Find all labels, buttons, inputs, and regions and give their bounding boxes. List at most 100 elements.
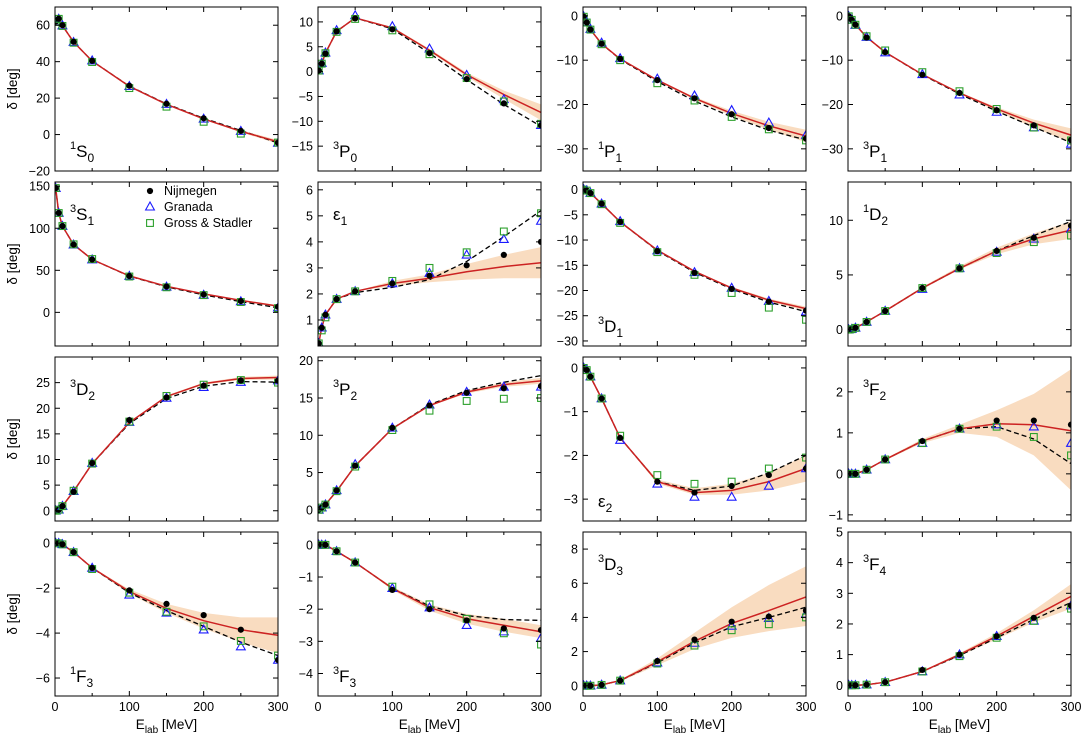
gross-stadler-point bbox=[851, 20, 860, 29]
panel-label: 1P1 bbox=[598, 140, 622, 165]
uncertainty-band bbox=[848, 16, 1071, 143]
panel-label-sub: 1 bbox=[880, 151, 887, 165]
nijmegen-point bbox=[200, 291, 207, 298]
nijmegen-point bbox=[852, 682, 859, 689]
x-tick-label: 0 bbox=[315, 700, 322, 714]
nijmegen-point bbox=[89, 57, 96, 64]
panel-label: 3F3 bbox=[333, 665, 357, 690]
panel-frame bbox=[317, 6, 542, 172]
y-tick-label: −30 bbox=[557, 334, 578, 348]
nijmegen-point bbox=[200, 612, 207, 619]
gross-stadler-point bbox=[586, 372, 595, 381]
gross-stadler-point bbox=[351, 287, 360, 296]
panel-label-base: D bbox=[869, 205, 881, 224]
y-tick-label: 3 bbox=[306, 261, 313, 275]
nijmegen-point bbox=[654, 657, 661, 665]
panel-frame bbox=[582, 181, 807, 347]
panel-3P1: −30 −20 −10 0 3P1 bbox=[822, 6, 1072, 172]
y-tick-label: 0 bbox=[836, 323, 843, 337]
y-tick-label: 0 bbox=[306, 503, 313, 517]
y-axis-label: δ [deg] bbox=[5, 68, 20, 109]
nijmegen-point bbox=[237, 626, 244, 633]
x-axis-label-unit: [MeV] bbox=[951, 717, 990, 732]
uncertainty-band bbox=[583, 16, 806, 143]
nijmegen-point bbox=[70, 488, 77, 495]
panel-label-sup: 3 bbox=[863, 378, 869, 390]
gross-stadler-point bbox=[462, 397, 471, 405]
y-tick-label: 4 bbox=[571, 611, 578, 625]
panel-label: ε1 bbox=[333, 205, 348, 228]
plot-area bbox=[55, 374, 278, 515]
granada-point bbox=[498, 625, 510, 636]
nijmegen-point bbox=[728, 285, 735, 293]
granada-point bbox=[535, 215, 541, 225]
x-axis-label-sub: lab bbox=[673, 725, 687, 733]
model-curve bbox=[848, 15, 1071, 136]
nijmegen-point bbox=[463, 75, 470, 83]
x-axis-label-sub: lab bbox=[408, 725, 422, 733]
model-curve bbox=[55, 188, 278, 307]
panel-1P1: −30 −20 −10 0 1P1 bbox=[557, 6, 807, 172]
panel-label-sup: 3 bbox=[598, 553, 604, 565]
panel-label-sub: 3 bbox=[616, 564, 623, 578]
gross-stadler-point bbox=[616, 676, 625, 685]
y-tick-label: 0 bbox=[836, 679, 843, 693]
y-tick-label: 40 bbox=[36, 55, 50, 69]
panel-label-base: S bbox=[76, 142, 87, 161]
nijmegen-point bbox=[126, 82, 133, 89]
y-tick-label: −5 bbox=[299, 90, 313, 104]
plot-area bbox=[848, 369, 1071, 491]
nijmegen-point bbox=[200, 382, 207, 389]
nijmegen-point bbox=[765, 471, 772, 479]
x-tick-label: 200 bbox=[193, 700, 214, 714]
panel-label: ε2 bbox=[598, 492, 613, 515]
nijmegen-point bbox=[55, 15, 62, 22]
nijmegen-point bbox=[463, 262, 470, 269]
nijmegen-point bbox=[1067, 222, 1071, 229]
gross-stadler-point bbox=[764, 464, 773, 473]
panel-label-sup: 3 bbox=[863, 140, 869, 152]
granada-point bbox=[689, 491, 700, 501]
nijmegen-point bbox=[274, 139, 278, 146]
nijmegen-point bbox=[322, 541, 329, 548]
y-tick-label: −15 bbox=[557, 259, 578, 273]
model-curve bbox=[55, 17, 278, 143]
nijmegen-point bbox=[163, 100, 170, 107]
y-tick-label: 2 bbox=[836, 385, 843, 399]
nijmegen-point bbox=[59, 222, 66, 230]
y-tick-label: −10 bbox=[292, 115, 313, 129]
gross-stadler-point bbox=[690, 479, 699, 488]
gross-stadler-point bbox=[881, 678, 890, 687]
nijmegen-point bbox=[274, 377, 278, 384]
nijmegen-point bbox=[956, 265, 963, 272]
y-tick-label: 5 bbox=[306, 40, 313, 54]
nijmegen-point bbox=[500, 251, 507, 258]
panel-label: 3F2 bbox=[863, 378, 887, 403]
y-tick-label: 0 bbox=[836, 9, 843, 23]
y-tick-label: 15 bbox=[299, 392, 313, 406]
nijmegen-point bbox=[802, 307, 806, 314]
y-tick-label: 10 bbox=[299, 429, 313, 443]
plot-area bbox=[318, 539, 541, 649]
nijmegen-point bbox=[919, 284, 926, 292]
nijmegen-point bbox=[322, 50, 329, 57]
y-axis-label: δ [deg] bbox=[5, 243, 20, 284]
panel-label-base: ε bbox=[598, 492, 606, 511]
x-axis-label-main: E bbox=[664, 717, 673, 732]
nijmegen-point bbox=[89, 564, 96, 572]
y-tick-label: −30 bbox=[822, 142, 843, 156]
gross-stadler-point bbox=[862, 317, 871, 326]
nijmegen-point bbox=[426, 606, 433, 613]
nijmegen-point bbox=[882, 456, 889, 463]
y-tick-label: −20 bbox=[822, 98, 843, 112]
nijmegen-point bbox=[537, 122, 541, 129]
panel-label-sub: 1 bbox=[87, 214, 94, 228]
panel-1F3: 0 100 200 300 Elab [MeV] −6 −4 −2 0 δ [deg] 1F3 bbox=[5, 531, 288, 733]
nijmegen-point bbox=[587, 26, 594, 33]
y-tick-label: 0 bbox=[43, 306, 50, 320]
y-tick-label: 1 bbox=[306, 313, 313, 327]
model-curve bbox=[583, 16, 806, 137]
granada-point bbox=[1065, 437, 1071, 447]
